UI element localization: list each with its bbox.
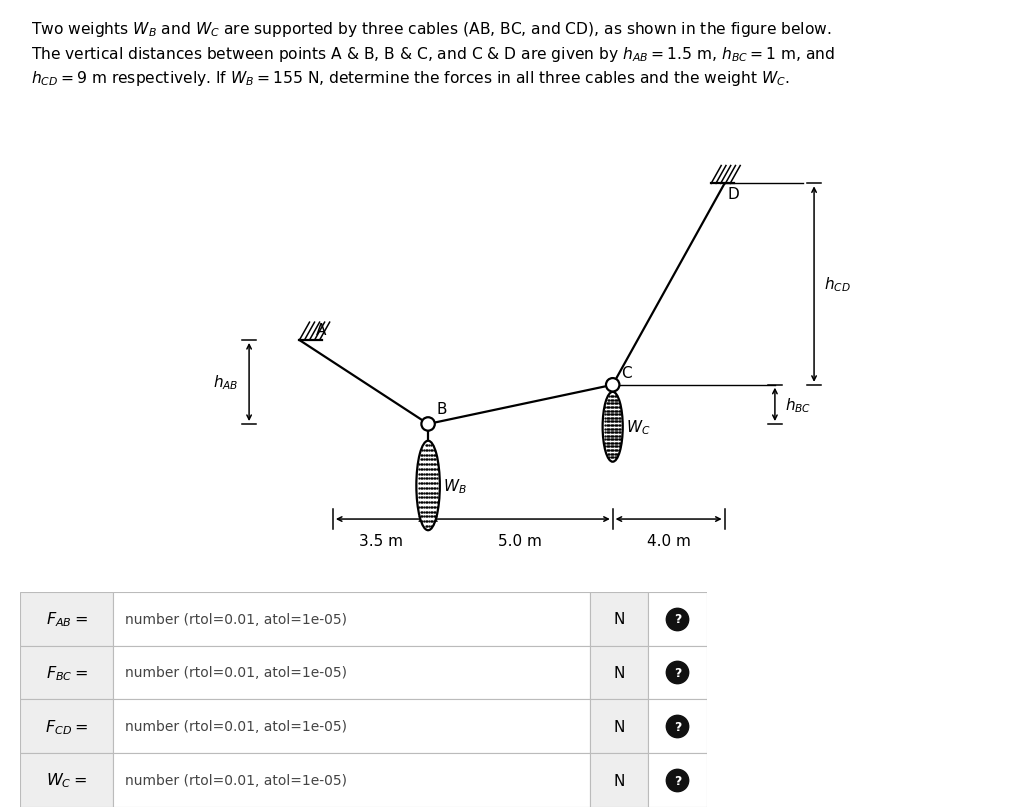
Text: $W_C$: $W_C$ [626,418,650,436]
Text: $F_{BC} =$: $F_{BC} =$ [46,663,88,682]
Text: ?: ? [674,666,681,679]
Text: number (rtol=0.01, atol=1e-05): number (rtol=0.01, atol=1e-05) [126,719,347,733]
Text: D: D [727,187,739,202]
Bar [113,646,590,699]
Text: N: N [613,719,625,734]
Bar [648,592,707,646]
Text: number (rtol=0.01, atol=1e-05): number (rtol=0.01, atol=1e-05) [126,612,347,626]
Text: $F_{AB} =$: $F_{AB} =$ [46,610,88,629]
Text: C: C [622,366,632,381]
Bar [20,592,113,646]
Text: 5.0 m: 5.0 m [499,534,543,548]
Point [670,720,686,733]
Text: number (rtol=0.01, atol=1e-05): number (rtol=0.01, atol=1e-05) [126,666,347,680]
Bar [590,753,648,807]
Text: $h_{BC}$: $h_{BC}$ [785,396,811,414]
Text: number (rtol=0.01, atol=1e-05): number (rtol=0.01, atol=1e-05) [126,773,347,787]
Text: ?: ? [674,774,681,787]
Bar [20,646,113,699]
Text: N: N [613,773,625,787]
Text: $h_{CD} = 9$ m respectively. If $W_B = 155$ N, determine the forces in all three: $h_{CD} = 9$ m respectively. If $W_B = 1… [31,69,790,88]
Text: $h_{CD}$: $h_{CD}$ [824,276,851,294]
Text: Two weights $W_B$ and $W_C$ are supported by three cables (AB, BC, and CD), as s: Two weights $W_B$ and $W_C$ are supporte… [31,20,831,39]
Text: 4.0 m: 4.0 m [647,534,690,548]
Bar [648,699,707,753]
Text: 3.5 m: 3.5 m [358,534,402,548]
Text: N: N [613,665,625,680]
Text: $W_C =$: $W_C =$ [46,770,87,789]
Text: $h_{AB}$: $h_{AB}$ [213,373,239,392]
Text: ?: ? [674,720,681,733]
Circle shape [422,418,435,431]
Bar [113,699,590,753]
Text: $F_{CD} =$: $F_{CD} =$ [45,717,88,736]
Bar [648,646,707,699]
Circle shape [606,379,620,392]
Bar [20,699,113,753]
Point [670,612,686,625]
Bar [590,592,648,646]
Ellipse shape [602,393,623,462]
Bar [590,699,648,753]
Bar [113,592,590,646]
Text: A: A [316,323,327,338]
Bar [113,753,590,807]
Text: ?: ? [674,612,681,625]
Ellipse shape [417,441,440,530]
Bar [648,753,707,807]
Point [670,666,686,679]
Bar [20,753,113,807]
Point [670,774,686,787]
Text: The vertical distances between points A & B, B & C, and C & D are given by $h_{A: The vertical distances between points A … [31,45,835,63]
Bar [590,646,648,699]
Text: B: B [436,401,447,416]
Text: $W_B$: $W_B$ [443,477,467,496]
Text: N: N [613,611,625,626]
